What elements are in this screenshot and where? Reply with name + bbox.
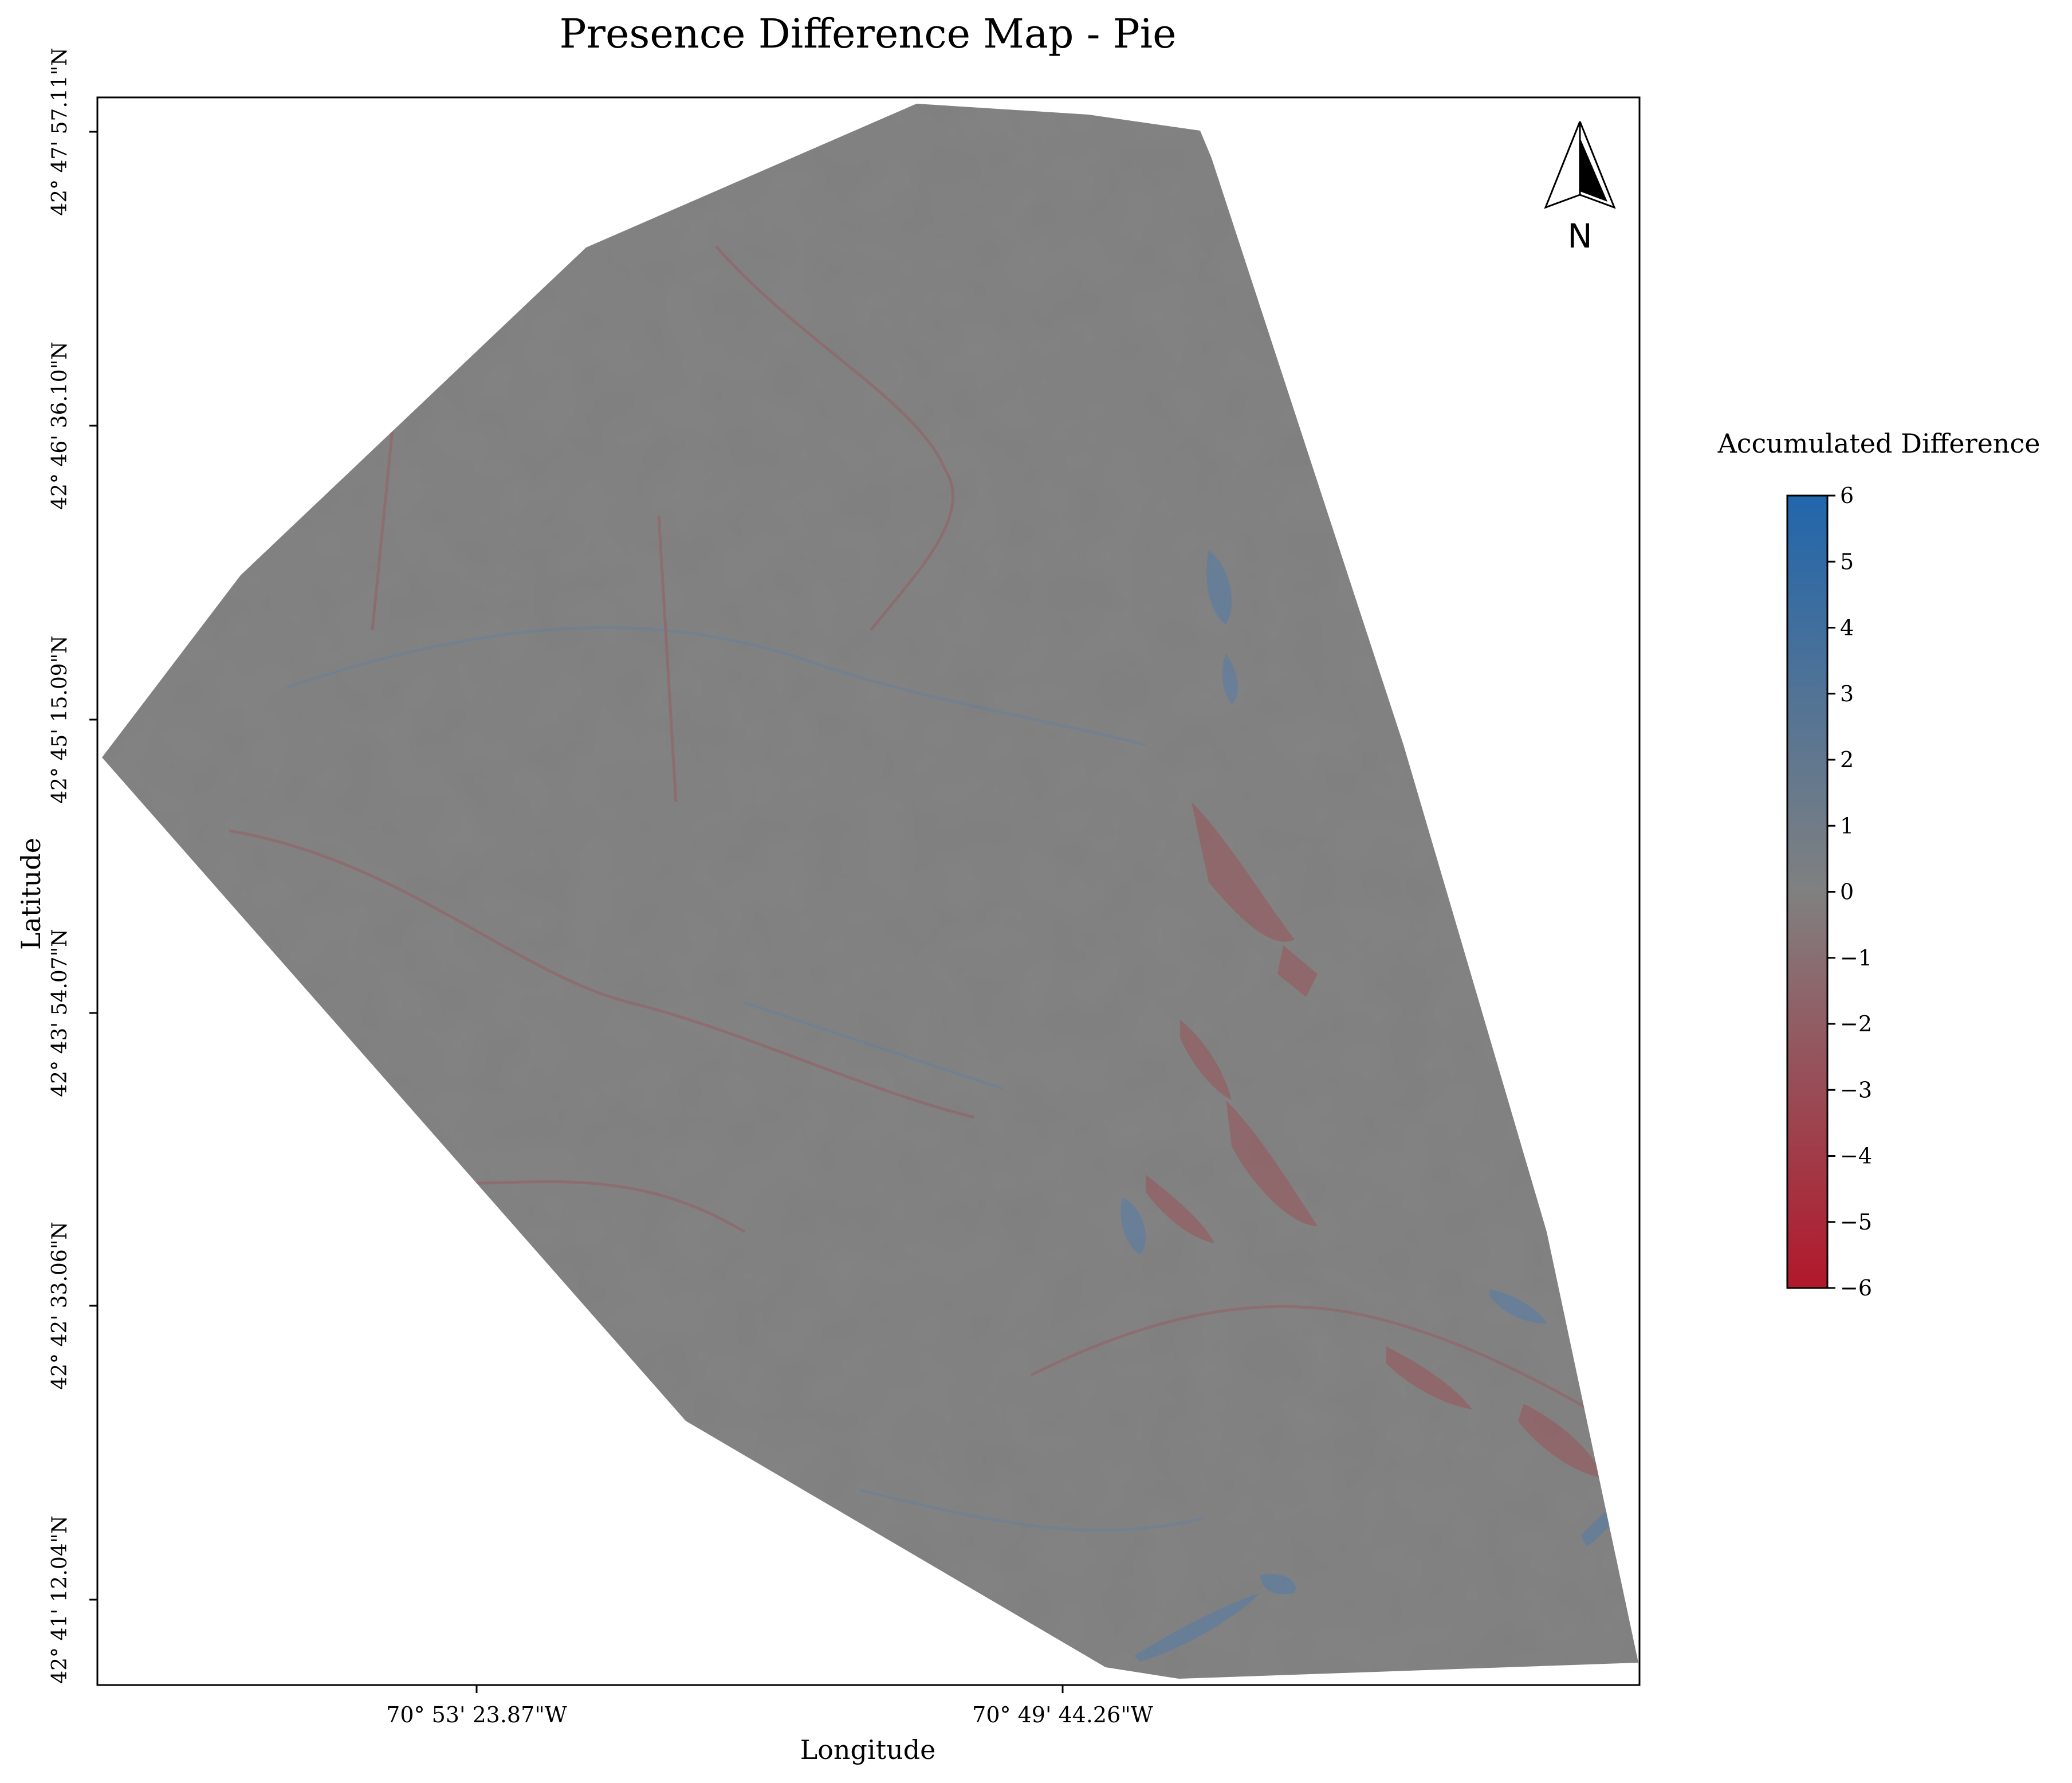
y-tick: 42° 43' 54.07"N [48, 929, 97, 1097]
x-tick-label: 70° 49' 44.26"W [972, 1702, 1153, 1727]
colorbar-tick: −5 [1827, 1209, 1872, 1235]
colorbar-tick-label: 5 [1840, 549, 1854, 574]
y-tick-label: 42° 41' 12.04"N [48, 1515, 72, 1684]
colorbar-gradient [1786, 494, 1829, 1289]
difference-texture [102, 104, 1638, 1679]
colorbar-tick: −3 [1827, 1077, 1872, 1102]
x-tick: 70° 49' 44.26"W [972, 1685, 1153, 1727]
colorbar-tick: 4 [1827, 615, 1854, 641]
y-axis: 42° 47' 57.11"N 42° 46' 36.10"N 42° 45' … [48, 48, 97, 1684]
colorbar: Accumulated Difference 6 5 4 3 2 1 0 −1 −2 −3 −4 −5… [1717, 428, 2040, 1301]
colorbar-tick-label: 2 [1840, 747, 1854, 772]
map-area [102, 104, 1638, 1679]
colorbar-tick: 1 [1827, 813, 1854, 838]
map-title: Presence Difference Map - Pie [559, 10, 1176, 57]
colorbar-tick-label: −2 [1840, 1011, 1872, 1036]
y-tick-label: 42° 46' 36.10"N [48, 341, 72, 510]
colorbar-title: Accumulated Difference [1717, 428, 2040, 459]
y-tick: 42° 41' 12.04"N [48, 1515, 97, 1684]
x-tick: 70° 53' 23.87"W [386, 1685, 567, 1727]
colorbar-tick-label: 3 [1840, 681, 1854, 706]
colorbar-ticks: 6 5 4 3 2 1 0 −1 −2 −3 −4 −5 −6 [1827, 483, 1872, 1301]
north-label: N [1567, 217, 1592, 256]
y-tick: 42° 46' 36.10"N [48, 341, 97, 510]
north-arrow-icon [1544, 121, 1616, 209]
colorbar-tick: 0 [1827, 879, 1854, 905]
y-tick: 42° 45' 15.09"N [48, 635, 97, 804]
y-tick-label: 42° 45' 15.09"N [48, 635, 72, 804]
y-tick-label: 42° 47' 57.11"N [48, 48, 72, 216]
y-tick: 42° 47' 57.11"N [48, 48, 97, 216]
colorbar-tick-label: −1 [1840, 945, 1872, 971]
colorbar-tick-label: 4 [1840, 615, 1854, 641]
colorbar-tick: −1 [1827, 945, 1872, 971]
y-tick: 42° 42' 33.06"N [48, 1222, 97, 1390]
colorbar-tick-label: 1 [1840, 813, 1854, 838]
negative-difference-areas [1146, 802, 1604, 1478]
colorbar-tick-label: −5 [1840, 1209, 1872, 1235]
colorbar-tick-label: −4 [1840, 1144, 1872, 1169]
colorbar-tick-label: −6 [1840, 1275, 1872, 1301]
colorbar-tick: −2 [1827, 1011, 1872, 1036]
colorbar-tick: 6 [1827, 483, 1854, 508]
y-tick-label: 42° 42' 33.06"N [48, 1222, 72, 1390]
colorbar-tick-label: 6 [1840, 483, 1854, 508]
colorbar-tick: 3 [1827, 681, 1854, 706]
x-axis-label: Longitude [800, 1734, 936, 1765]
y-axis-label: Latitude [15, 838, 46, 950]
axes-frame [96, 96, 1641, 1686]
y-tick-label: 42° 43' 54.07"N [48, 929, 72, 1097]
colorbar-tick-label: 0 [1840, 879, 1854, 905]
x-axis: 70° 53' 23.87"W 70° 49' 44.26"W [386, 1685, 1153, 1727]
colorbar-tick: 5 [1827, 549, 1854, 574]
x-tick-label: 70° 53' 23.87"W [386, 1702, 567, 1727]
colorbar-tick: −6 [1827, 1275, 1872, 1301]
colorbar-tick: 2 [1827, 747, 1854, 772]
north-arrow: N [1544, 121, 1616, 256]
colorbar-tick-label: −3 [1840, 1077, 1872, 1102]
colorbar-tick: −4 [1827, 1144, 1872, 1169]
